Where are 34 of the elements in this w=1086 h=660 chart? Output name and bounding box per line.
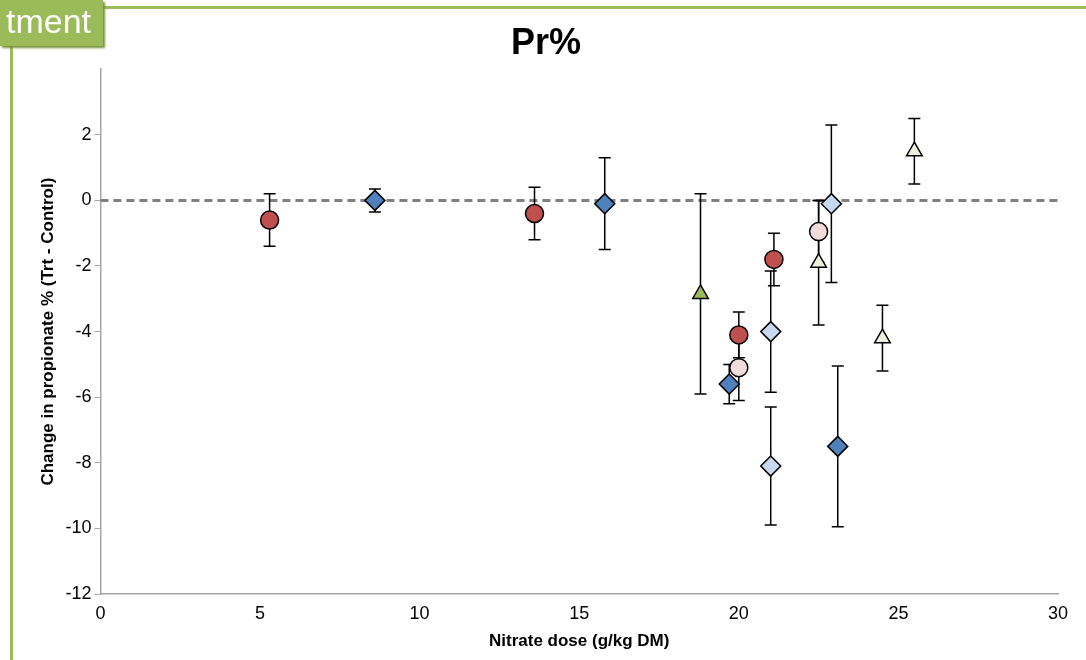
y-tick-label: -12 [65, 582, 92, 603]
x-tick-label: 10 [409, 602, 430, 623]
point [905, 141, 923, 157]
y-tick-label: -8 [75, 451, 92, 472]
y-tick-label: 0 [81, 189, 92, 210]
y-tick-label: 2 [81, 123, 92, 144]
y-tick-label: -4 [75, 320, 92, 341]
y-tick-label: -6 [75, 386, 92, 407]
x-tick-label: 5 [255, 602, 266, 623]
point [729, 357, 749, 378]
point [718, 373, 740, 395]
point [691, 284, 710, 300]
x-tick-label: 0 [95, 602, 106, 623]
x-axis-title: Nitrate dose (g/kg DM) [489, 631, 670, 651]
point [259, 210, 280, 230]
point [764, 249, 784, 270]
point [593, 192, 616, 215]
y-tick-label: -10 [65, 517, 92, 538]
y-tick-label: -2 [75, 254, 92, 275]
text: tment [0, 0, 104, 46]
point [808, 221, 829, 242]
x-tick-label: 20 [728, 602, 749, 623]
point [827, 435, 849, 458]
point [759, 320, 782, 343]
point [759, 455, 782, 477]
point [729, 325, 749, 345]
point [873, 328, 891, 344]
y-axis-title: Change in propionate % (Trt - Control) [37, 177, 57, 486]
x-tick-label: 30 [1047, 602, 1069, 623]
point [820, 192, 843, 215]
x-tick-label: 25 [888, 602, 909, 623]
chart-title: Pr% [510, 20, 582, 62]
point [524, 203, 545, 224]
x-tick-label: 15 [569, 602, 590, 623]
